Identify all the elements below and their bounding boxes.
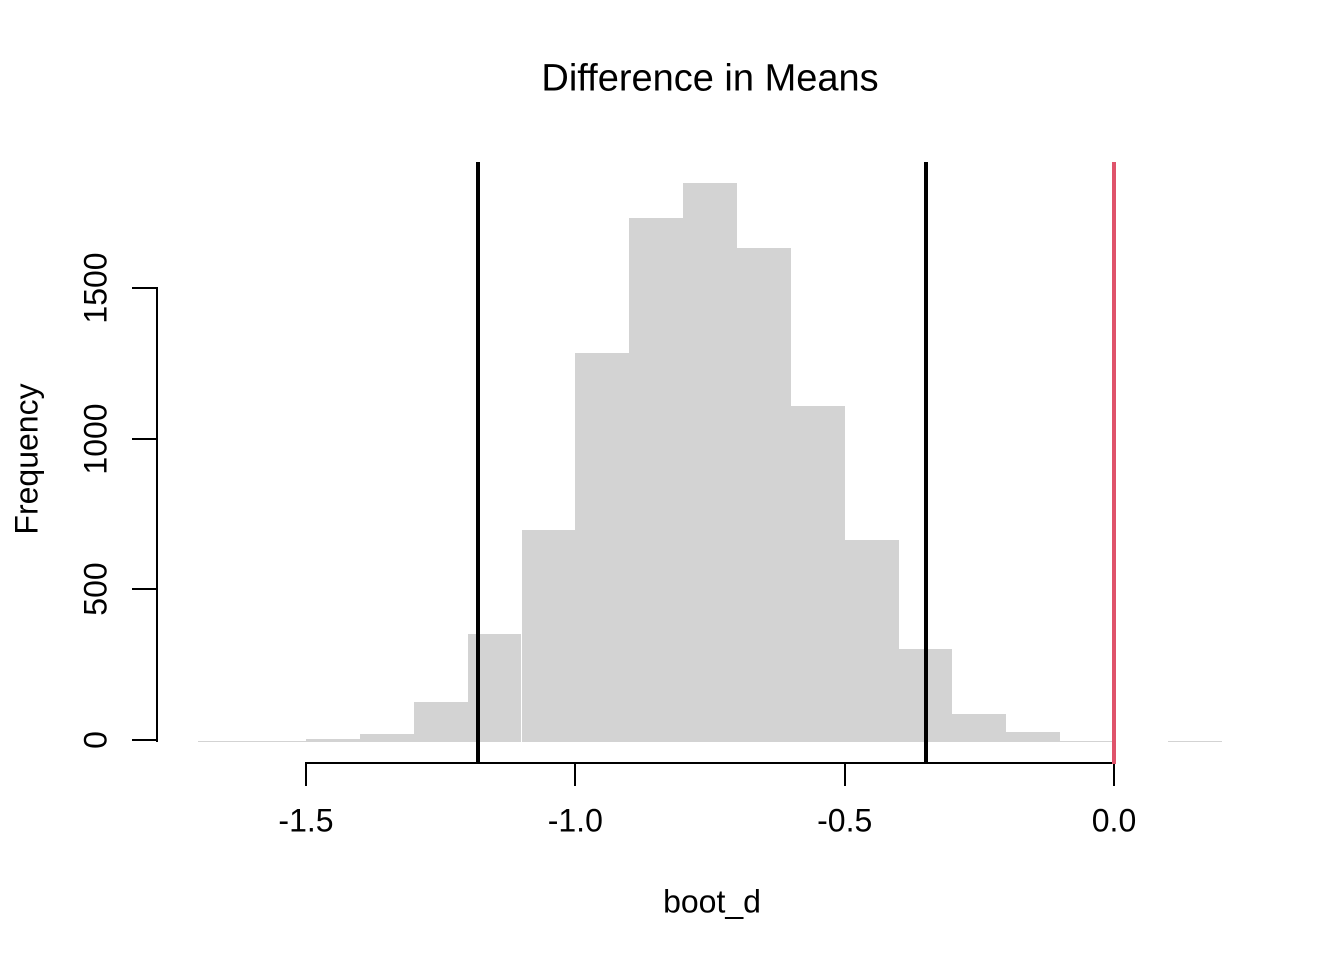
y-axis-line xyxy=(156,287,158,742)
histogram-bar xyxy=(952,714,1007,742)
ci-upper-line xyxy=(923,162,928,764)
y-tick xyxy=(132,739,156,741)
histogram-bar xyxy=(359,734,414,742)
histogram-bar xyxy=(521,529,576,742)
x-tick xyxy=(1113,764,1115,786)
x-axis-label: boot_d xyxy=(663,883,761,920)
x-tick-label: -1.0 xyxy=(547,802,603,839)
x-tick-label: 0.0 xyxy=(1091,802,1137,839)
histogram-bar xyxy=(252,741,306,742)
histogram-bar xyxy=(736,247,791,742)
y-tick-label: 500 xyxy=(77,562,114,616)
y-tick-label: 0 xyxy=(77,731,114,749)
y-tick-label: 1000 xyxy=(77,403,114,475)
x-tick-label: -0.5 xyxy=(817,802,873,839)
y-tick-label: 1500 xyxy=(77,252,114,324)
histogram-bar xyxy=(629,217,684,742)
histogram-bar xyxy=(198,741,253,742)
zero-reference-line xyxy=(1112,162,1116,764)
x-tick-label: -1.5 xyxy=(278,802,334,839)
histogram-bar xyxy=(790,406,845,742)
ci-lower-line xyxy=(476,162,481,764)
x-tick xyxy=(843,764,846,786)
histogram-bar xyxy=(683,183,737,742)
histogram-bar xyxy=(1006,732,1061,742)
x-tick xyxy=(305,764,307,786)
histogram-bar xyxy=(1167,741,1222,742)
y-tick xyxy=(132,437,156,440)
histogram-bar xyxy=(844,539,899,742)
y-tick xyxy=(132,588,156,591)
histogram-bar xyxy=(1060,741,1114,742)
histogram-bar xyxy=(306,739,360,742)
x-tick xyxy=(574,764,577,786)
plot-title: Difference in Means xyxy=(541,57,879,100)
histogram-bar xyxy=(575,353,630,742)
x-axis-line xyxy=(305,762,1116,764)
histogram-bar xyxy=(413,702,468,742)
y-tick xyxy=(132,287,156,289)
